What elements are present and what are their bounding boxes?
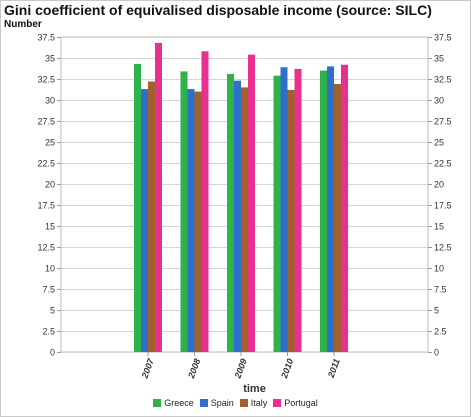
x-tick-label: 2011 — [326, 357, 342, 380]
y-tick-label-right: 27.5 — [434, 117, 452, 127]
legend-label: Portugal — [284, 398, 318, 408]
bar-spain-2009 — [234, 80, 241, 353]
y-tick-label: 32.5 — [37, 75, 55, 85]
y-tick-label: 0 — [50, 348, 55, 358]
legend-item-spain: Spain — [199, 398, 234, 408]
y-tick-label: 27.5 — [37, 117, 55, 127]
legend-label: Spain — [210, 398, 234, 408]
y-tick-label-right: 30 — [434, 96, 444, 106]
y-tick-label: 12.5 — [37, 243, 55, 253]
legend-swatch — [273, 399, 282, 407]
x-tick-label: 2009 — [232, 357, 249, 380]
y-tick-label-right: 15 — [434, 222, 444, 232]
legend-item-italy: Italy — [239, 398, 268, 408]
y-tick-label-right: 2.5 — [434, 327, 447, 337]
bar-spain-2008 — [187, 89, 195, 352]
bar-greece-2007 — [134, 63, 141, 352]
y-tick-label: 7.5 — [42, 285, 55, 295]
bar-greece-2011 — [320, 70, 327, 352]
x-tick-label: 2010 — [279, 357, 296, 380]
y-tick-label-right: 7.5 — [434, 285, 447, 295]
bar-chart: 0 2.5 5 7.5 10 12.5 15 17.5 20 22.5 25 27.5 30 32.5 35… — [37, 33, 452, 396]
y-tick-label-right: 5 — [434, 306, 439, 316]
legend-item-greece: Greece — [153, 398, 194, 408]
y-tick-label-right: 12.5 — [434, 243, 452, 253]
bar-greece-2010 — [273, 75, 281, 352]
y-tick-label-right: 25 — [434, 138, 444, 148]
unit-label: Number — [4, 19, 42, 30]
y-tick-label: 22.5 — [37, 159, 55, 169]
chart-title: Gini coefficient of equivalised disposab… — [4, 2, 432, 18]
x-tick-label: 2007 — [139, 356, 156, 380]
bar-greece-2009 — [227, 73, 234, 353]
y-tick-label: 5 — [50, 306, 55, 316]
y-tick-label: 30 — [45, 96, 55, 106]
y-tick-label-right: 22.5 — [434, 159, 452, 169]
legend: Greece Spain Italy Portugal — [0, 398, 471, 408]
y-tick-label-right: 17.5 — [434, 201, 452, 211]
y-tick-label-right: 10 — [434, 264, 444, 274]
y-tick-label: 25 — [45, 138, 55, 148]
bar-italy-2008 — [194, 91, 202, 352]
x-tick-label: 2008 — [186, 357, 203, 380]
y-axis-left: 0 2.5 5 7.5 10 12.5 15 17.5 20 22.5 25 27.5 30 32.5 35… — [37, 33, 61, 358]
y-tick-label: 10 — [45, 264, 55, 274]
y-tick-label-right: 35 — [434, 54, 444, 64]
y-tick-label: 37.5 — [37, 33, 55, 43]
bar-italy-2007 — [148, 81, 155, 353]
legend-swatch — [199, 399, 208, 407]
bar-spain-2007 — [141, 89, 148, 352]
bar-spain-2011 — [327, 66, 334, 353]
bar-portugal-2011 — [341, 64, 348, 352]
legend-item-portugal: Portugal — [273, 398, 318, 408]
bar-italy-2010 — [287, 89, 295, 353]
bar-greece-2008 — [180, 71, 188, 352]
x-axis: 2007 2008 2009 2010 2011 — [139, 352, 342, 380]
y-tick-label: 20 — [45, 180, 55, 190]
y-tick-label-right: 37.5 — [434, 33, 452, 43]
bars — [134, 42, 348, 353]
y-tick-label: 2.5 — [42, 327, 55, 337]
bar-portugal-2010 — [294, 68, 302, 353]
legend-swatch — [153, 399, 162, 407]
bar-portugal-2009 — [248, 54, 255, 352]
y-tick-label: 17.5 — [37, 201, 55, 211]
y-tick-label-right: 20 — [434, 180, 444, 190]
legend-swatch — [239, 399, 248, 407]
legend-label: Greece — [164, 398, 194, 408]
y-tick-label: 35 — [45, 54, 55, 64]
bar-portugal-2008 — [201, 51, 209, 352]
y-tick-label: 15 — [45, 222, 55, 232]
bar-portugal-2007 — [155, 42, 162, 352]
legend-label: Italy — [250, 398, 268, 408]
bar-italy-2011 — [334, 84, 341, 352]
x-axis-title: time — [243, 383, 266, 395]
bar-spain-2010 — [280, 67, 288, 353]
y-tick-label-right: 32.5 — [434, 75, 452, 85]
y-tick-label-right: 0 — [434, 348, 439, 358]
bar-italy-2009 — [241, 87, 248, 353]
y-axis-right: 0 2.5 5 7.5 10 12.5 15 17.5 20 22.5 25 27.5 30 32.5 35… — [428, 33, 452, 358]
